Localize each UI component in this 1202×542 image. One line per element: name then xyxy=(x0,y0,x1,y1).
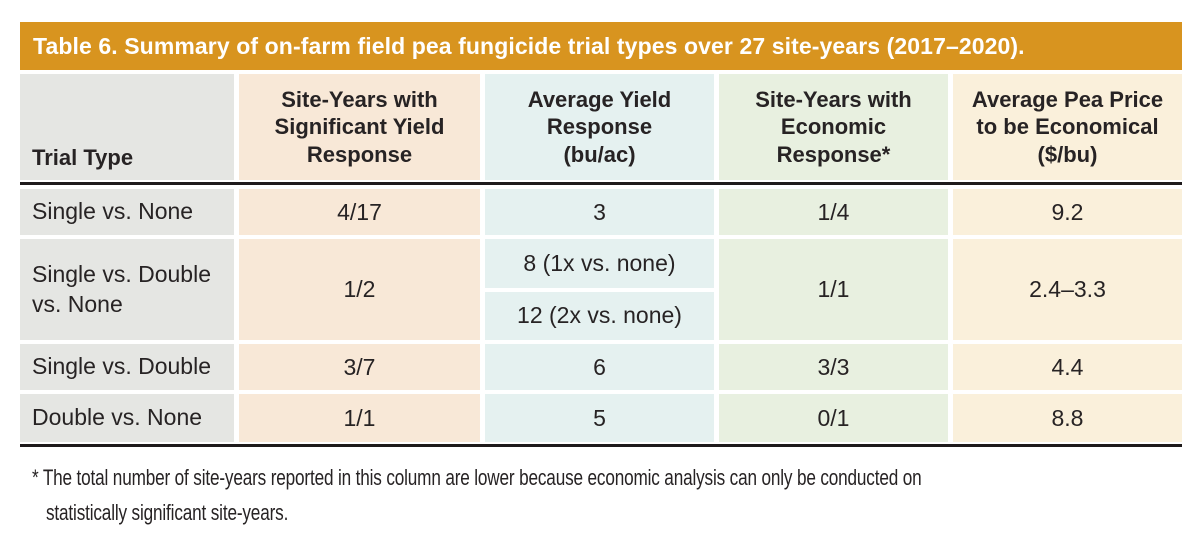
column-header-significant-yield: Site-Years with Significant Yield Respon… xyxy=(239,74,480,180)
cell-economic-response: 1/1 xyxy=(719,239,948,340)
table-row: Single vs. Double vs. None 1/2 8 (1x vs.… xyxy=(20,239,1182,340)
footnote: * The total number of site-years reporte… xyxy=(20,460,1182,530)
column-header-pea-price: Average Pea Price to be Economical ($/bu… xyxy=(953,74,1182,180)
table-title: Table 6. Summary of on-farm field pea fu… xyxy=(33,32,1025,59)
cell-yield-response: 6 xyxy=(485,344,714,390)
header-separator-rule xyxy=(20,182,1182,185)
cell-yield-response: 5 xyxy=(485,394,714,442)
summary-table: Table 6. Summary of on-farm field pea fu… xyxy=(20,22,1182,530)
cell-significant-yield: 4/17 xyxy=(239,189,480,235)
column-header-yield-response: Average Yield Response (bu/ac) xyxy=(485,74,714,180)
cell-economic-response: 3/3 xyxy=(719,344,948,390)
cell-yield-response: 3 xyxy=(485,189,714,235)
bottom-rule xyxy=(20,444,1182,447)
table-row: Single vs. None 4/17 3 1/4 9.2 xyxy=(20,189,1182,235)
cell-significant-yield: 1/2 xyxy=(239,239,480,340)
footnote-line-1: * The total number of site-years reporte… xyxy=(32,465,922,490)
column-header-economic-response: Site-Years with Economic Response* xyxy=(719,74,948,180)
cell-trial-type: Single vs. Double vs. None xyxy=(20,239,234,340)
cell-pea-price: 9.2 xyxy=(953,189,1182,235)
footnote-line-2: statistically significant site-years. xyxy=(46,500,289,525)
cell-pea-price: 2.4–3.3 xyxy=(953,239,1182,340)
cell-pea-price: 8.8 xyxy=(953,394,1182,442)
cell-trial-type: Double vs. None xyxy=(20,394,234,442)
cell-significant-yield: 3/7 xyxy=(239,344,480,390)
cell-trial-type: Single vs. None xyxy=(20,189,234,235)
column-header-trial-type: Trial Type xyxy=(20,74,234,180)
cell-significant-yield: 1/1 xyxy=(239,394,480,442)
cell-yield-response-split: 8 (1x vs. none) 12 (2x vs. none) xyxy=(485,239,714,340)
cell-trial-type: Single vs. Double xyxy=(20,344,234,390)
table-row: Single vs. Double 3/7 6 3/3 4.4 xyxy=(20,344,1182,390)
header-row: Trial Type Site-Years with Significant Y… xyxy=(20,74,1182,180)
cell-economic-response: 1/4 xyxy=(719,189,948,235)
cell-yield-response-2x: 12 (2x vs. none) xyxy=(485,291,714,340)
cell-economic-response: 0/1 xyxy=(719,394,948,442)
cell-pea-price: 4.4 xyxy=(953,344,1182,390)
table-row: Double vs. None 1/1 5 0/1 8.8 xyxy=(20,394,1182,442)
cell-yield-response-1x: 8 (1x vs. none) xyxy=(485,239,714,288)
table-title-bar: Table 6. Summary of on-farm field pea fu… xyxy=(20,22,1182,70)
